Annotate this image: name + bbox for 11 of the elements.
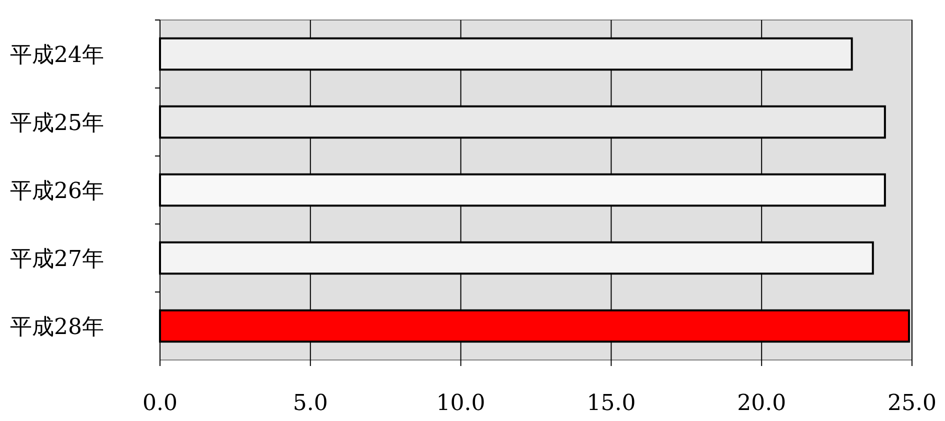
x-tick-label: 20.0: [737, 391, 786, 416]
x-tick-label: 5.0: [292, 391, 328, 416]
x-tick-label: 10.0: [436, 391, 486, 416]
x-tick-label: 15.0: [586, 391, 636, 416]
y-tick-label: 平成26年: [10, 179, 104, 204]
x-tick-label: 25.0: [888, 391, 936, 416]
y-tick-label: 平成25年: [10, 111, 104, 136]
y-tick-label: 平成24年: [10, 43, 104, 68]
y-tick-label: 平成27年: [10, 247, 104, 272]
x-tick-label: 0.0: [142, 391, 178, 416]
y-tick-label: 平成28年: [10, 315, 104, 340]
